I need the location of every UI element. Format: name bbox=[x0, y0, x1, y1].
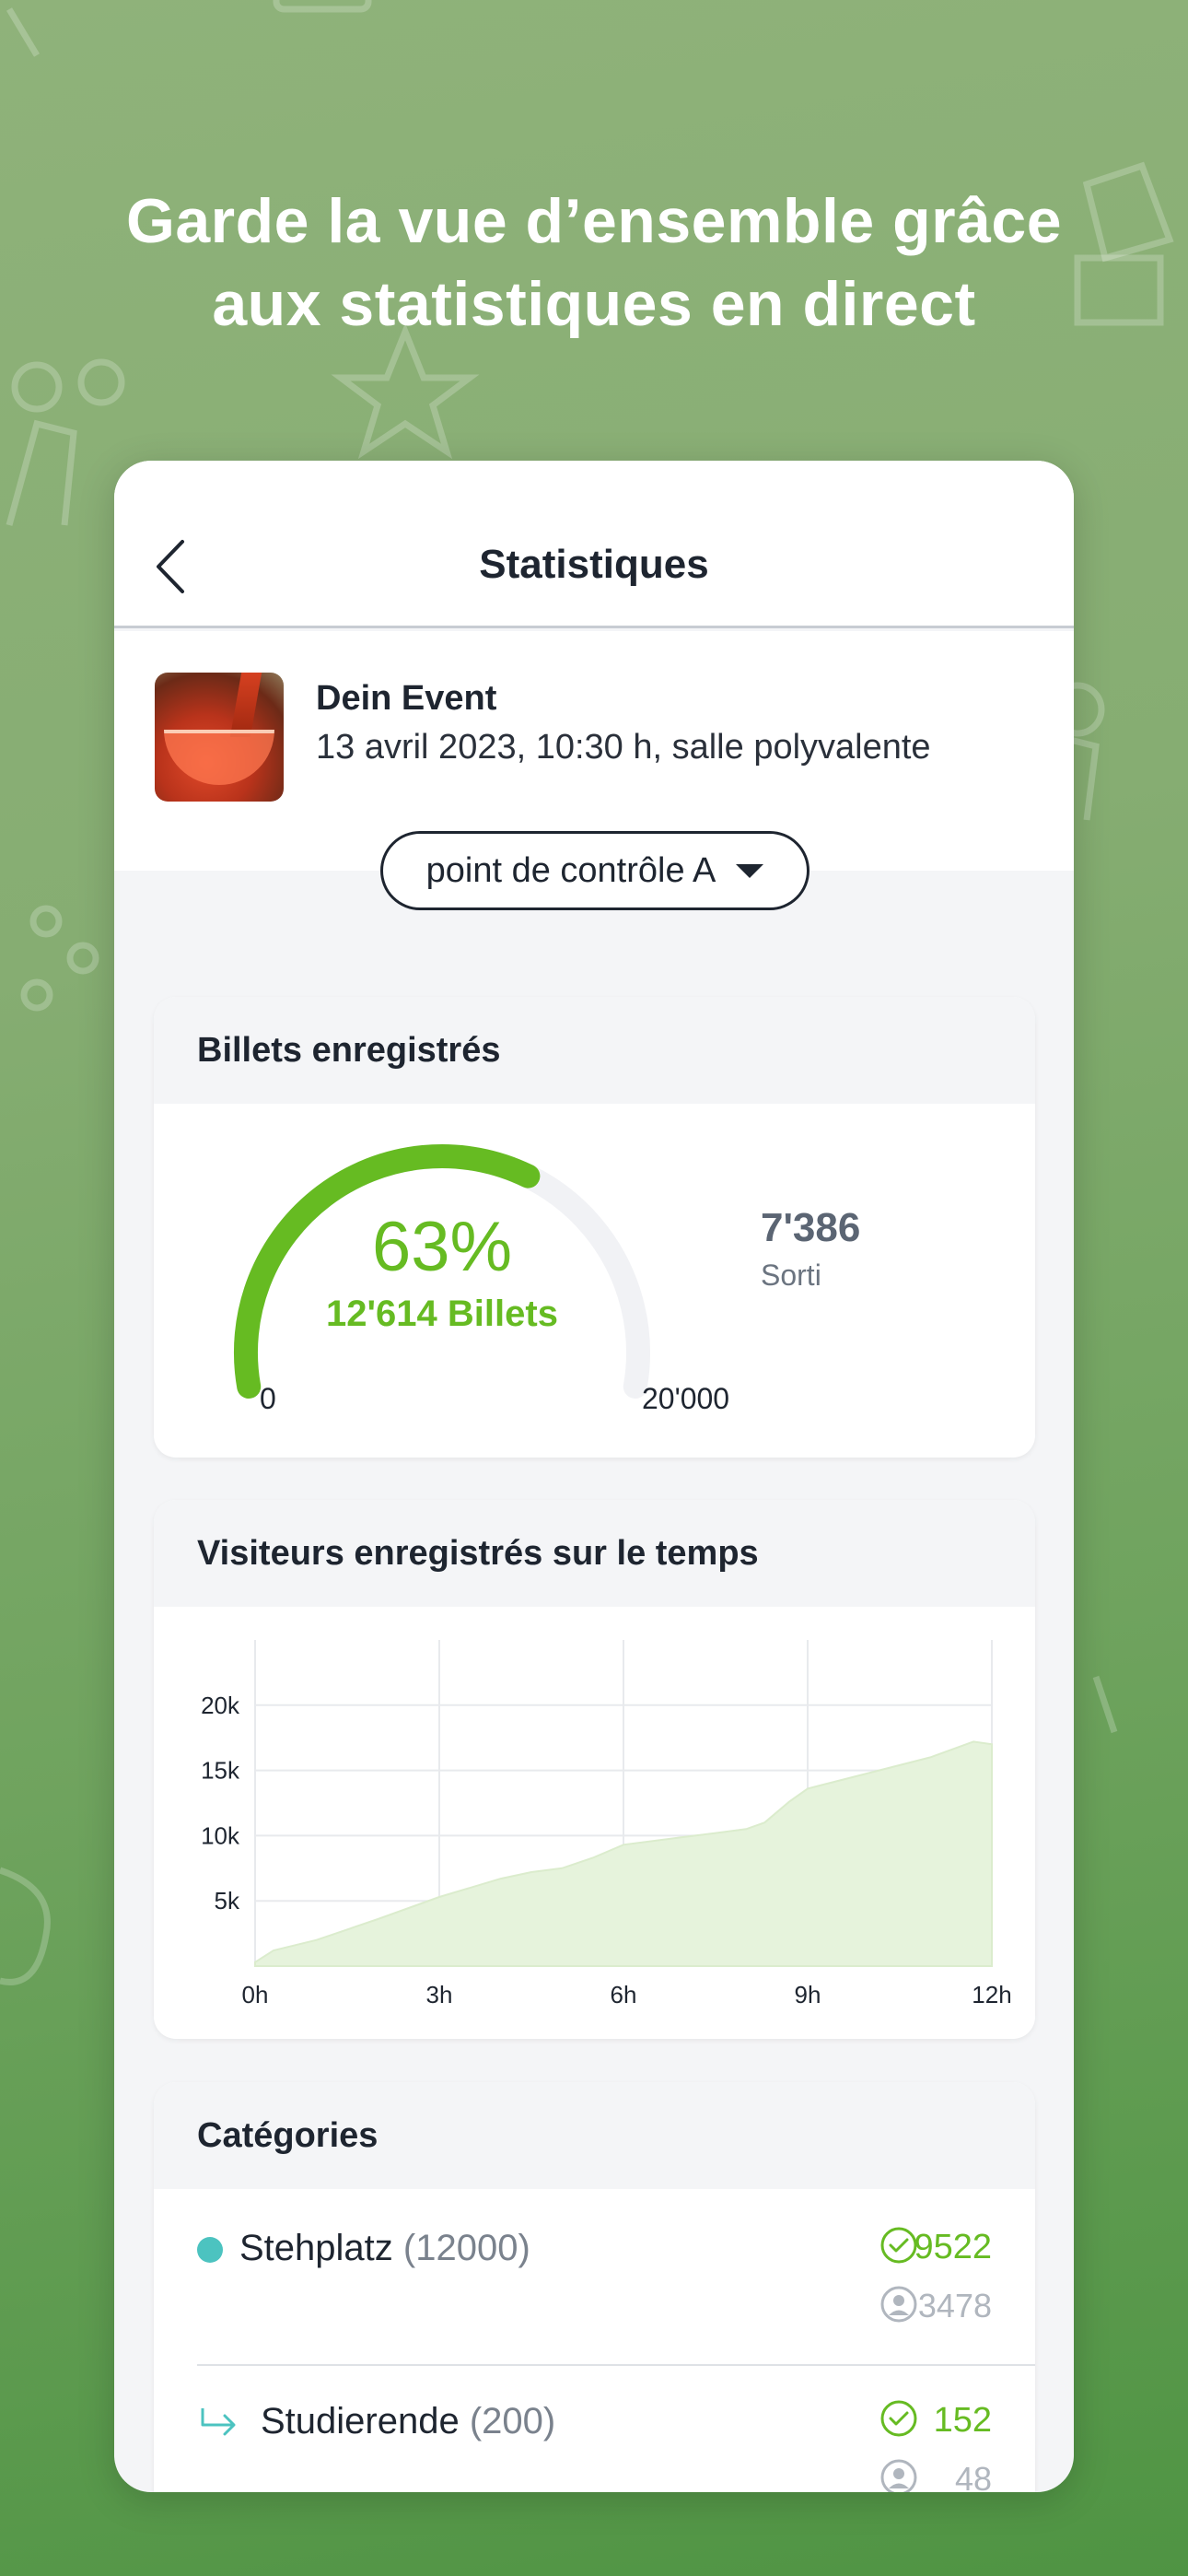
y-tick-label: 20k bbox=[201, 1692, 240, 1719]
gauge-max-label: 20'000 bbox=[642, 1382, 730, 1415]
event-header: Dein Event 13 avril 2023, 10:30 h, salle… bbox=[114, 631, 1074, 871]
category-name-text: Studierende bbox=[261, 2401, 460, 2441]
promo-headline: Garde la vue d’ensemble grâce aux statis… bbox=[0, 180, 1188, 345]
tickets-gauge bbox=[233, 1144, 650, 1399]
y-tick-label: 15k bbox=[201, 1757, 240, 1785]
category-row[interactable]: Studierende (200) 152 48 bbox=[154, 2366, 1035, 2492]
visitors-over-time-card: Visiteurs enregistrés sur le temps 5k 10k… bbox=[154, 1500, 1035, 2039]
y-tick-label: 5k bbox=[215, 1887, 240, 1914]
checkpoint-dropdown[interactable]: point de contrôle A bbox=[380, 831, 809, 910]
caret-down-icon bbox=[736, 863, 764, 878]
headline-line-2: aux statistiques en direct bbox=[212, 269, 976, 339]
event-thumbnail bbox=[155, 673, 284, 802]
category-out-count: 3478 bbox=[917, 2287, 992, 2324]
category-checked-count: 152 bbox=[933, 2401, 992, 2440]
event-name: Dein Event bbox=[316, 679, 497, 718]
category-checked-count: 9522 bbox=[914, 2228, 992, 2266]
event-date-location: 13 avril 2023, 10:30 h, salle polyvalent… bbox=[316, 728, 931, 767]
category-out-count: 48 bbox=[954, 2460, 992, 2492]
person-circle-icon bbox=[880, 2286, 917, 2323]
card-title: Visiteurs enregistrés sur le temps bbox=[154, 1500, 1035, 1607]
subcategory-arrow-icon bbox=[201, 2408, 236, 2436]
registered-tickets-card: Billets enregistrés 63% 12'614 Billets 0… bbox=[154, 997, 1035, 1458]
back-button[interactable] bbox=[147, 534, 203, 599]
x-tick-label: 3h bbox=[426, 1981, 453, 2008]
thumbnail-glass bbox=[164, 730, 274, 785]
headline-line-1: Garde la vue d’ensemble grâce bbox=[125, 186, 1063, 256]
checked-out-label: Sorti bbox=[761, 1259, 821, 1292]
categories-card: Catégories Stehplatz (12000) 9522 3478 bbox=[154, 2082, 1035, 2492]
gauge-min-label: 0 bbox=[260, 1382, 276, 1415]
category-color-dot bbox=[197, 2237, 223, 2263]
visitors-area-chart: 5k 10k 15k 20k 0h 3h 6h 9h 12h bbox=[201, 1640, 1012, 2008]
category-capacity: (200) bbox=[469, 2401, 556, 2441]
gauge-ticket-count: 12'614 Billets bbox=[326, 1294, 558, 1334]
chevron-left-icon bbox=[157, 540, 184, 593]
x-tick-label: 0h bbox=[242, 1981, 269, 2008]
category-divider bbox=[197, 2364, 1035, 2366]
category-name-text: Stehplatz bbox=[239, 2228, 393, 2268]
checkpoint-selected-value: point de contrôle A bbox=[425, 850, 716, 890]
x-tick-label: 6h bbox=[611, 1981, 637, 2008]
x-tick-label: 12h bbox=[972, 1981, 1011, 2008]
check-circle-icon bbox=[880, 2400, 917, 2437]
card-title: Billets enregistrés bbox=[154, 997, 1035, 1104]
x-tick-label: 9h bbox=[795, 1981, 821, 2008]
check-circle-icon bbox=[880, 2227, 917, 2264]
gauge-fill bbox=[233, 1144, 541, 1399]
card-title: Catégories bbox=[154, 2082, 1035, 2189]
category-capacity: (12000) bbox=[402, 2228, 530, 2268]
checked-out-value: 7'386 bbox=[761, 1205, 861, 1250]
y-tick-label: 10k bbox=[201, 1821, 240, 1849]
navigation-bar: Statistiques bbox=[114, 461, 1074, 628]
gauge-percent: 63% bbox=[371, 1208, 513, 1286]
page-title: Statistiques bbox=[479, 542, 709, 587]
category-name: Studierende (200) bbox=[261, 2401, 555, 2442]
app-screen: Statistiques Dein Event 13 avril 2023, 1… bbox=[114, 461, 1074, 2492]
thumbnail-pour bbox=[229, 673, 262, 737]
chart-area-series bbox=[254, 1740, 993, 1967]
person-circle-icon bbox=[880, 2459, 917, 2492]
category-name: Stehplatz (12000) bbox=[239, 2228, 530, 2269]
category-row[interactable]: Stehplatz (12000) 9522 3478 bbox=[154, 2189, 1035, 2362]
